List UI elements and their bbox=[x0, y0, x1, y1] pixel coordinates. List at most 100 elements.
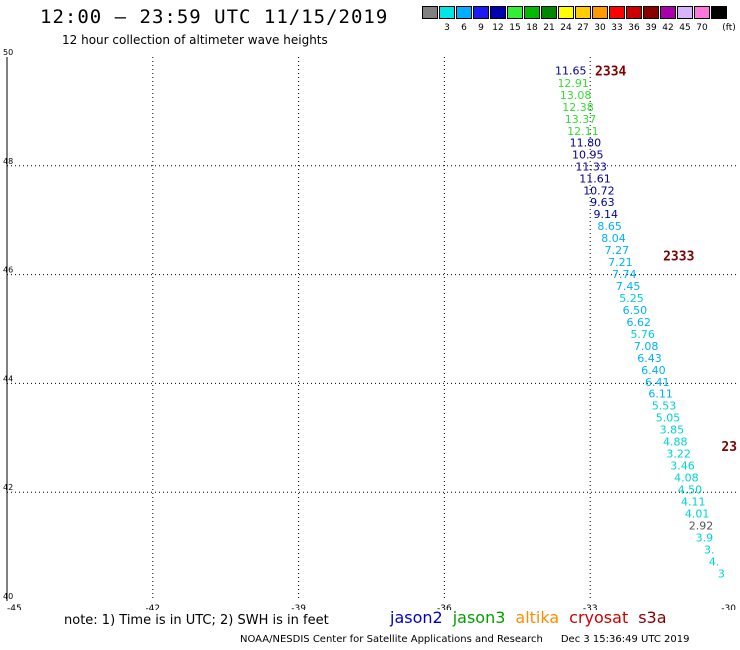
colorbar-swatch bbox=[643, 6, 659, 19]
colorbar-swatch bbox=[626, 6, 642, 19]
colorbar-label: 3 bbox=[444, 23, 450, 33]
track-label: 2334 bbox=[595, 65, 626, 80]
wave-height-label: 6.50 bbox=[623, 304, 648, 317]
colorbar-swatch bbox=[490, 6, 506, 19]
wave-height-label: 5.76 bbox=[630, 328, 655, 341]
colorbar-label: 30 bbox=[594, 23, 606, 33]
colorbar-swatch bbox=[558, 6, 574, 19]
wave-height-label: 11.33 bbox=[575, 160, 607, 173]
wave-height-label: 5.53 bbox=[652, 400, 677, 413]
y-tick-label: 44 bbox=[3, 374, 13, 383]
colorbar-swatch bbox=[439, 6, 455, 19]
wave-height-label: 13.08 bbox=[560, 89, 592, 102]
wave-height-label: 4.11 bbox=[681, 495, 706, 508]
wave-height-label: 6.11 bbox=[648, 388, 673, 401]
colorbar-swatch bbox=[541, 6, 557, 19]
y-tick-label: 46 bbox=[3, 266, 13, 275]
colorbar-label: 33 bbox=[611, 23, 623, 33]
x-tick-label: -33 bbox=[583, 604, 598, 610]
wave-height-label: 4.50 bbox=[678, 483, 703, 496]
wave-height-label: 6.43 bbox=[637, 352, 662, 365]
colorbar-label: 21 bbox=[543, 23, 555, 33]
colorbar-swatch bbox=[507, 6, 523, 19]
colorbar-swatch bbox=[422, 6, 438, 19]
colorbar-swatch bbox=[694, 6, 710, 19]
axis-ticks: -45 -42 -39 -36 -33 -30 40 42 44 46 48 50 bbox=[3, 48, 736, 610]
x-tick-label: -42 bbox=[145, 604, 160, 610]
credit-text: NOAA/NESDIS Center for Satellite Applica… bbox=[240, 634, 543, 645]
wave-height-label: 5.25 bbox=[619, 292, 644, 305]
wave-height-label: 12.38 bbox=[562, 101, 594, 114]
colorbar-swatch bbox=[473, 6, 489, 19]
colorbar-swatch bbox=[592, 6, 608, 19]
colorbar-label: 27 bbox=[577, 23, 589, 33]
timestamp-text: Dec 3 15:36:49 UTC 2019 bbox=[560, 634, 690, 645]
wave-height-label: 4. bbox=[709, 555, 720, 568]
colorbar-label: 18 bbox=[526, 23, 538, 33]
colorbar-swatch bbox=[609, 6, 625, 19]
legend-jason3: jason3 bbox=[452, 608, 506, 627]
y-tick-label: 40 bbox=[3, 592, 13, 601]
colorbar-label: 9 bbox=[478, 23, 484, 33]
wave-height-label: 7.45 bbox=[616, 280, 641, 293]
colorbar-swatch bbox=[456, 6, 472, 19]
legend-cryosat: cryosat bbox=[569, 608, 629, 627]
colorbar-swatch bbox=[575, 6, 591, 19]
x-tick-label: -30 bbox=[721, 604, 736, 610]
colorbar-swatch bbox=[711, 6, 727, 19]
track-labels: 2334 2333 23 bbox=[595, 65, 737, 455]
x-tick-label: -39 bbox=[291, 604, 306, 610]
wave-height-label: 7.21 bbox=[608, 256, 633, 269]
colorbar-swatch bbox=[677, 6, 693, 19]
page-subtitle: 12 hour collection of altimeter wave hei… bbox=[62, 33, 328, 47]
satellite-legend: jason2 jason3 altika cryosat s3a bbox=[390, 608, 677, 627]
colorbar-label: 36 bbox=[628, 23, 640, 33]
legend-s3a: s3a bbox=[638, 608, 667, 627]
wave-height-label: 11.80 bbox=[570, 136, 602, 149]
wave-height-label: 7.74 bbox=[612, 268, 637, 281]
wave-height-label: 11.61 bbox=[579, 172, 611, 185]
colorbar-label: 6 bbox=[461, 23, 467, 33]
wave-height-label: 11.65 bbox=[555, 65, 587, 78]
wave-height-label: 12.11 bbox=[567, 125, 599, 138]
track-label: 23 bbox=[721, 440, 737, 455]
y-tick-label: 50 bbox=[3, 48, 13, 57]
wave-height-label: 6.62 bbox=[627, 316, 652, 329]
colorbar-label: 70 bbox=[696, 23, 708, 33]
wave-height-label: 3.85 bbox=[660, 424, 685, 437]
track-label: 2333 bbox=[663, 250, 694, 265]
colorbar-swatch bbox=[524, 6, 540, 19]
y-tick-label: 48 bbox=[3, 157, 13, 166]
wave-height-label: 4.88 bbox=[663, 436, 688, 449]
wave-height-points: 11.6512.9113.0812.3813.3712.1111.8010.95… bbox=[555, 65, 725, 581]
page-title: 12:00 – 23:59 UTC 11/15/2019 bbox=[40, 6, 389, 28]
wave-height-label: 3.9 bbox=[696, 531, 714, 544]
wave-height-label: 3 bbox=[718, 567, 725, 580]
footer-credit: NOAA/NESDIS Center for Satellite Applica… bbox=[240, 634, 689, 645]
wave-height-label: 3. bbox=[704, 543, 715, 556]
wave-height-label: 6.40 bbox=[641, 364, 666, 377]
wave-height-label: 3.46 bbox=[670, 460, 695, 473]
wave-height-label: 13.37 bbox=[565, 113, 597, 126]
legend-jason2: jason2 bbox=[390, 608, 443, 627]
map-plot: -45 -42 -39 -36 -33 -30 40 42 44 46 48 50 11.6512.9… bbox=[3, 48, 737, 610]
colorbar-label: 42 bbox=[662, 23, 674, 33]
colorbar-swatch bbox=[660, 6, 676, 19]
wave-height-label: 7.08 bbox=[634, 340, 659, 353]
wave-height-label: 3.22 bbox=[666, 448, 691, 461]
wave-height-label: 10.72 bbox=[583, 184, 615, 197]
wave-height-label: 9.14 bbox=[594, 208, 619, 221]
x-tick-label: -36 bbox=[437, 604, 452, 610]
colorbar-unit: (ft) bbox=[722, 23, 736, 33]
grid-lines bbox=[6, 57, 736, 601]
wave-height-label: 9.63 bbox=[590, 196, 615, 209]
note-text: note: 1) Time is in UTC; 2) SWH is in fe… bbox=[64, 613, 329, 628]
colorbar-label: 39 bbox=[645, 23, 657, 33]
wave-height-label: 10.95 bbox=[572, 148, 604, 161]
y-tick-label: 42 bbox=[3, 483, 13, 492]
wave-height-label: 8.65 bbox=[597, 220, 622, 233]
wave-height-label: 6.41 bbox=[645, 376, 670, 389]
colorbar-label: 45 bbox=[679, 23, 691, 33]
wave-height-label: 12.91 bbox=[557, 77, 589, 90]
wave-height-label: 4.01 bbox=[685, 507, 710, 520]
